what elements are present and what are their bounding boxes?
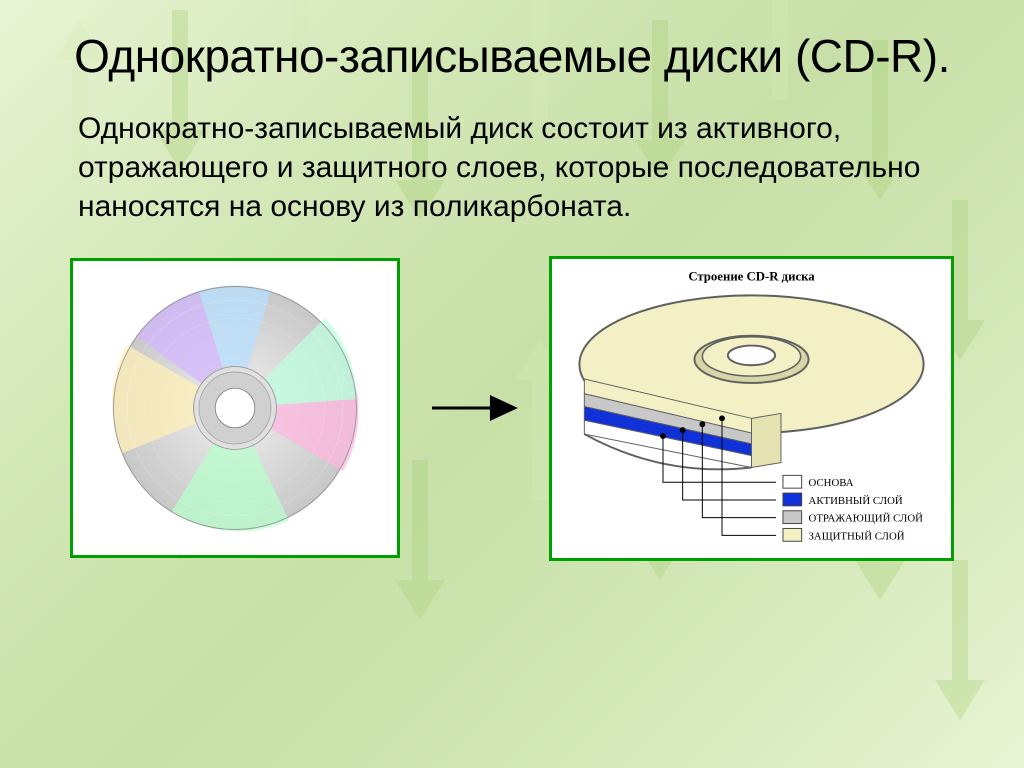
cdr-structure-diagram: Строение CD-R диска	[554, 261, 949, 556]
slide-title: Однократно-записываемые диски (CD-R).	[60, 30, 964, 83]
svg-text:ЗАЩИТНЫЙ СЛОЙ: ЗАЩИТНЫЙ СЛОЙ	[809, 530, 905, 542]
figures-row: Строение CD-R диска	[60, 256, 964, 561]
svg-text:ОСНОВА: ОСНОВА	[809, 477, 854, 489]
legend-row-0: ОСНОВА	[783, 475, 854, 489]
svg-text:ОТРАЖАЮЩИЙ СЛОЙ: ОТРАЖАЮЩИЙ СЛОЙ	[809, 512, 924, 524]
svg-text:АКТИВНЫЙ СЛОЙ: АКТИВНЫЙ СЛОЙ	[809, 495, 903, 507]
arrow-icon	[430, 383, 520, 433]
cd-photo	[90, 273, 380, 543]
legend-row-3: ЗАЩИТНЫЙ СЛОЙ	[783, 528, 905, 542]
legend-row-1: АКТИВНЫЙ СЛОЙ	[783, 493, 903, 507]
slide-body-text: Однократно-записываемый диск состоит из …	[60, 109, 964, 226]
cdr-structure-frame: Строение CD-R диска	[549, 256, 954, 561]
cd-photo-frame	[70, 258, 400, 558]
diagram-title: Строение CD-R диска	[689, 270, 816, 284]
